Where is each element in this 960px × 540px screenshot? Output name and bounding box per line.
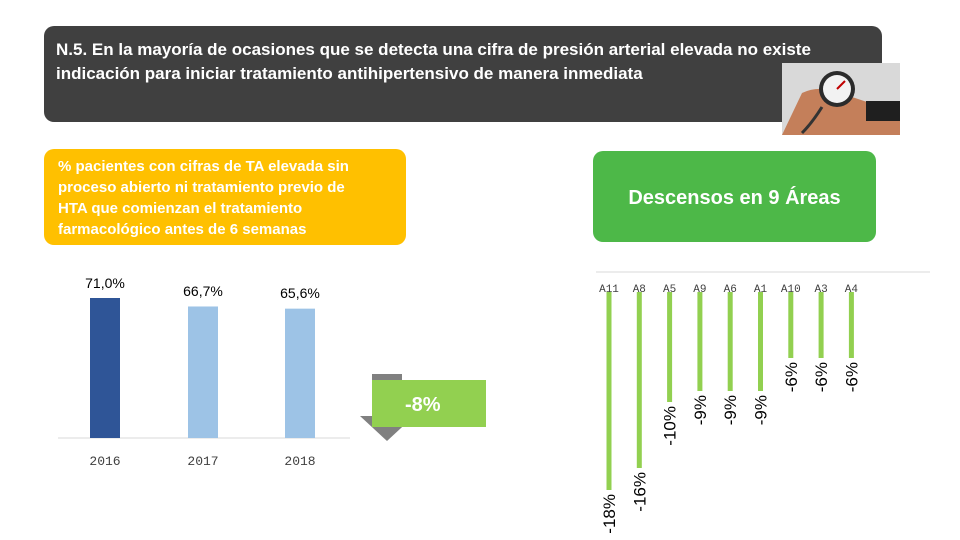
page-title: N.5. En la mayoría de ocasiones que se d…	[56, 40, 811, 83]
bar-value-label: 71,0%	[85, 275, 125, 291]
bar-2018	[285, 308, 315, 438]
bar-value-label: 66,7%	[183, 283, 223, 299]
bar-value-label: 65,6%	[280, 285, 320, 301]
bar-value-label: -16%	[630, 472, 649, 512]
bar-A11	[606, 292, 612, 490]
category-label: A9	[693, 284, 706, 296]
header-banner: N.5. En la mayoría de ocasiones que se d…	[44, 26, 882, 122]
bar-A4	[848, 292, 854, 358]
category-label: 2016	[89, 454, 120, 469]
category-label: A11	[599, 284, 619, 296]
category-label: 2018	[284, 454, 315, 469]
bar-value-label: -6%	[812, 362, 831, 392]
metric-description-box: % pacientes con cifras de TA elevada sin…	[44, 149, 406, 245]
metric-description: % pacientes con cifras de TA elevada sin…	[58, 158, 349, 238]
bar-value-label: -10%	[661, 406, 680, 446]
bar-value-label: -9%	[691, 395, 710, 425]
category-label: A3	[814, 284, 827, 296]
bar-value-label: -6%	[782, 362, 801, 392]
category-label: A4	[845, 284, 859, 296]
bar-A3	[818, 292, 824, 358]
areas-title: Descensos en 9 Áreas	[628, 187, 841, 209]
bar-A10	[788, 292, 794, 358]
bar-value-label: -9%	[721, 395, 740, 425]
bar-2017	[188, 306, 218, 438]
category-label: 2017	[187, 454, 218, 469]
bar-A8	[636, 292, 642, 468]
category-label: A6	[724, 284, 737, 296]
down-arrow-icon	[360, 374, 486, 441]
bar-A6	[727, 292, 733, 391]
bar-value-label: -9%	[752, 395, 771, 425]
category-label: A1	[754, 284, 768, 296]
bar-A5	[667, 292, 673, 402]
yearly-bar-chart: 71,0% 2016 66,7% 2017 65,6% 2018	[58, 275, 350, 469]
areas-title-box: Descensos en 9 Áreas	[593, 151, 876, 242]
bar-2016	[90, 298, 120, 438]
bar-A9	[697, 292, 703, 391]
areas-bar-chart: A11 -18% A8 -16% A5 -10% A9 -9% A6 -9% A1 -9% A10 -6%…	[596, 271, 930, 534]
bar-value-label: -18%	[600, 494, 619, 534]
category-label: A8	[633, 284, 646, 296]
change-label: -8%	[405, 394, 441, 416]
category-label: A10	[781, 284, 801, 296]
category-label: A5	[663, 284, 676, 296]
blood-pressure-photo	[782, 63, 900, 135]
bar-A1	[758, 292, 763, 391]
blood-pressure-icon	[782, 63, 900, 135]
bar-value-label: -6%	[842, 362, 861, 392]
